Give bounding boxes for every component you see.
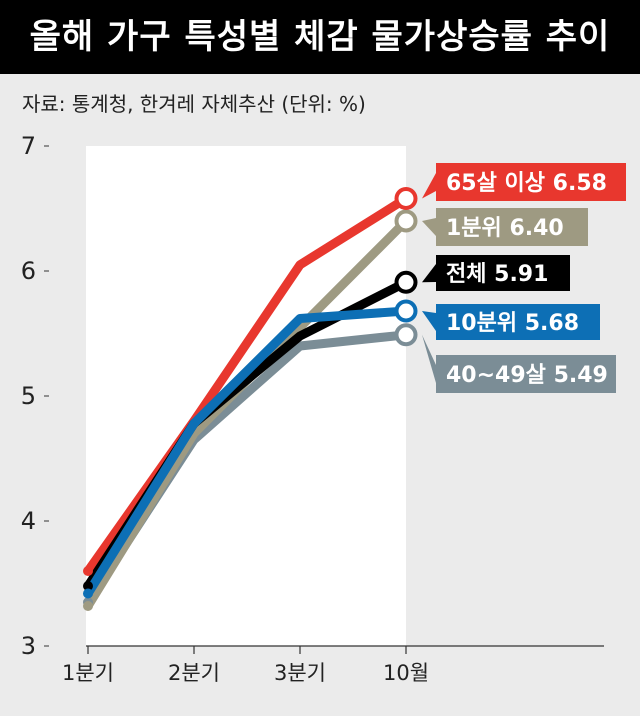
series-label-box bbox=[436, 355, 616, 393]
series-start-point bbox=[83, 588, 93, 599]
series-label: 10분위 5.68 bbox=[446, 311, 579, 336]
series-start-point bbox=[83, 566, 93, 576]
y-tick-label: 3 bbox=[21, 632, 36, 660]
series-label-box bbox=[436, 304, 600, 340]
x-tick-label: 10월 bbox=[383, 661, 429, 685]
label-callout bbox=[422, 173, 436, 199]
x-tick-label: 2분기 bbox=[168, 661, 220, 685]
series-end-marker bbox=[394, 187, 418, 210]
label-callout bbox=[422, 334, 436, 383]
label-callout bbox=[422, 311, 436, 331]
y-tick-label: 4 bbox=[21, 507, 36, 535]
chart-title: 올해 가구 특성별 체감 물가상승률 추이 bbox=[0, 0, 640, 74]
x-tick-label: 3분기 bbox=[274, 661, 326, 685]
label-callout bbox=[422, 218, 436, 236]
series-line bbox=[83, 194, 411, 576]
series-start-point bbox=[83, 581, 93, 591]
x-tick-label: 1분기 bbox=[62, 661, 114, 685]
source-note: 자료: 통계청, 한겨레 자체추산 (단위: %) bbox=[22, 92, 366, 116]
y-tick-label: 7 bbox=[21, 132, 36, 160]
series-end-marker bbox=[394, 209, 418, 233]
series-end-marker bbox=[394, 323, 418, 347]
series-end-marker bbox=[394, 270, 418, 294]
label-callout bbox=[422, 264, 436, 283]
series-label-box bbox=[436, 208, 588, 246]
y-tick-label: 5 bbox=[21, 382, 36, 410]
series-end-marker bbox=[394, 299, 418, 323]
y-tick-label: 6 bbox=[21, 257, 36, 285]
series-start-point bbox=[83, 601, 93, 611]
series-label-box bbox=[436, 163, 626, 201]
series-label: 40~49살 5.49 bbox=[446, 363, 608, 388]
series-label: 전체 5.91 bbox=[446, 262, 548, 287]
series-label-box bbox=[436, 255, 570, 291]
series-label: 65살 이상 6.58 bbox=[446, 171, 607, 196]
series-line bbox=[83, 306, 411, 598]
series-label: 1분위 6.40 bbox=[446, 216, 564, 241]
